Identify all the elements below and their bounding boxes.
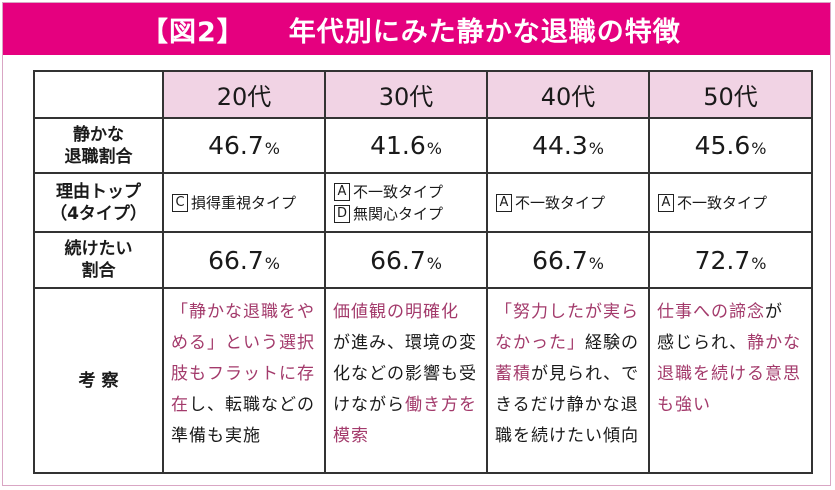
rate-40s: 44.3% bbox=[486, 117, 650, 174]
reason-40s: A 不一致タイプ bbox=[486, 172, 650, 233]
row-label-rate: 静かな 退職割合 bbox=[33, 117, 164, 174]
type-c-badge: C bbox=[172, 193, 188, 212]
corner-cell bbox=[33, 70, 164, 119]
continue-20s: 66.7% bbox=[162, 231, 326, 289]
continue-50s: 72.7% bbox=[648, 231, 813, 289]
column-header-40s: 40代 bbox=[486, 70, 650, 119]
row-consideration: 考 察 「静かな退職をや める」という選択 肢もフラットに存 在し、転職などの … bbox=[33, 287, 813, 474]
type-d-badge: D bbox=[334, 204, 350, 223]
rate-30s: 41.6% bbox=[324, 117, 488, 174]
row-continue-rate: 続けたい 割合 66.7% 66.7% 66.7% 72.7% bbox=[33, 231, 813, 289]
row-label-reason: 理由トップ （4タイプ） bbox=[33, 172, 164, 233]
reason-50s: A 不一致タイプ bbox=[648, 172, 813, 233]
consideration-20s: 「静かな退職をや める」という選択 肢もフラットに存 在し、転職などの 準備も実… bbox=[162, 287, 326, 474]
title-bar: 【図2】 年代別にみた静かな退職の特徴 bbox=[3, 3, 830, 55]
rate-20s: 46.7% bbox=[162, 117, 326, 174]
comparison-table: 20代 30代 40代 50代 静かな 退職割合 46.7% 41.6% 44.… bbox=[33, 70, 813, 474]
figure-label: 【図2】 bbox=[141, 16, 245, 48]
column-header-20s: 20代 bbox=[162, 70, 326, 119]
type-a-badge: A bbox=[334, 182, 350, 201]
continue-40s: 66.7% bbox=[486, 231, 650, 289]
reason-20s: C 損得重視タイプ bbox=[162, 172, 326, 233]
consideration-50s: 仕事への諦念が 感じられ、静かな 退職を続ける意思 も強い bbox=[648, 287, 813, 474]
header-row: 20代 30代 40代 50代 bbox=[33, 70, 813, 119]
type-a-badge: A bbox=[658, 193, 674, 212]
consideration-30s: 価値観の明確化 が進み、環境の変 化などの影響も受 けながら働き方を 模索 bbox=[324, 287, 488, 474]
row-label-continue: 続けたい 割合 bbox=[33, 231, 164, 289]
figure-title: 年代別にみた静かな退職の特徴 bbox=[288, 16, 681, 48]
continue-30s: 66.7% bbox=[324, 231, 488, 289]
consideration-40s: 「努力したが実ら なかった」経験の 蓄積が見られ、で きるだけ静かな退 職を続け… bbox=[486, 287, 650, 474]
row-label-consideration: 考 察 bbox=[33, 287, 164, 474]
column-header-50s: 50代 bbox=[648, 70, 813, 119]
column-header-30s: 30代 bbox=[324, 70, 488, 119]
rate-50s: 45.6% bbox=[648, 117, 813, 174]
type-a-badge: A bbox=[496, 193, 512, 212]
reason-30s: A 不一致タイプ D 無関心タイプ bbox=[324, 172, 488, 233]
row-quiet-quitting-rate: 静かな 退職割合 46.7% 41.6% 44.3% 45.6% bbox=[33, 117, 813, 174]
